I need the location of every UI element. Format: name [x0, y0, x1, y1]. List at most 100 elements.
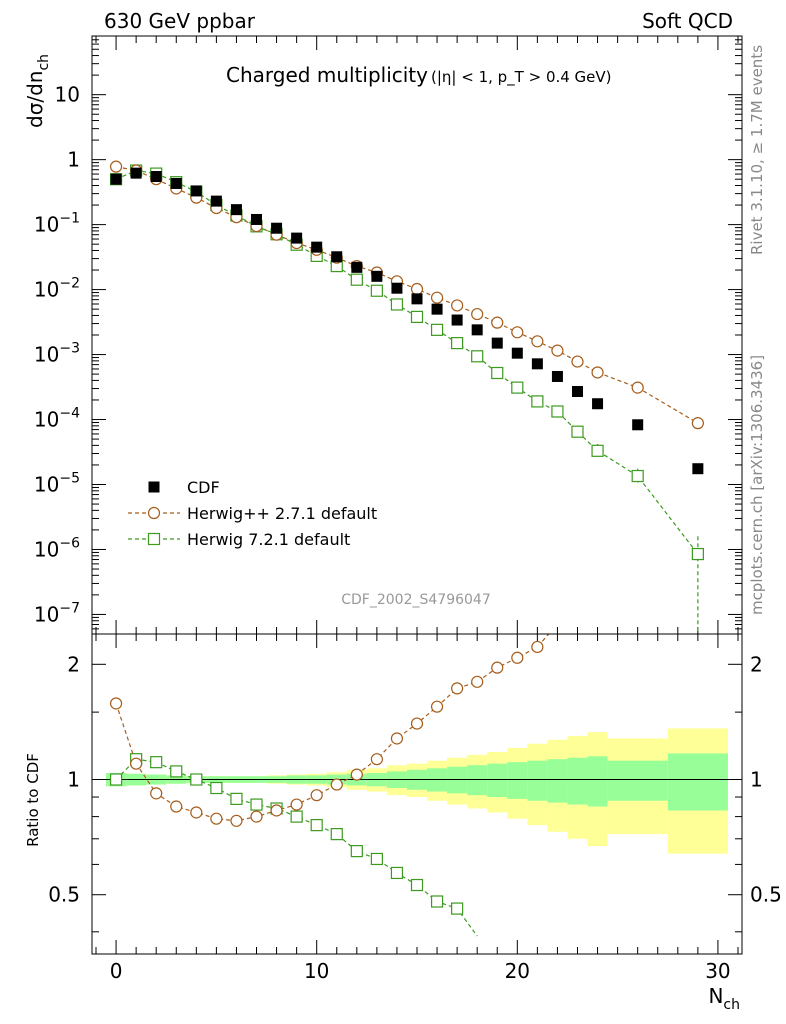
- header-left: 630 GeV ppbar: [104, 9, 256, 33]
- ratio-herwigpp-point: [290, 798, 303, 811]
- ratio-herwig7-point: [390, 866, 404, 880]
- main-ytick-label: 10−1: [34, 211, 80, 237]
- analysis-watermark: CDF_2002_S4796047: [341, 592, 490, 608]
- ratio-herwig7-point: [310, 819, 323, 832]
- ratio-ylabel: Ratio to CDF: [24, 753, 42, 847]
- uncertainty-band: [92, 728, 742, 854]
- herwig7-point: [551, 405, 564, 418]
- ratio-herwigpp-point: [491, 661, 504, 674]
- ratio-herwigpp-point: [390, 732, 404, 745]
- cdf-point: [592, 398, 604, 410]
- legend-label: CDF: [187, 478, 220, 497]
- cdf-point: [251, 213, 263, 225]
- herwigpp-point: [531, 335, 544, 348]
- ratio-herwigpp-point: [210, 812, 223, 825]
- ratio-herwig7-point: [109, 773, 123, 786]
- band-inner-bin: [567, 757, 588, 805]
- ratio-herwig7-point: [190, 773, 203, 786]
- herwig7-point: [390, 298, 404, 311]
- mcplots-label: mcplots.cern.ch [arXiv:1306.3436]: [748, 355, 766, 615]
- axes-ticks: 10−7 10−6 10−5 10−4 10−3 10−2 10−1 1 10 0 10 20 30 0.…: [34, 35, 782, 983]
- herwig7-point: [631, 469, 644, 483]
- ratio-herwigpp-point: [511, 651, 524, 664]
- cdf-point: [531, 358, 543, 370]
- ratio-xtick-label: 30: [705, 959, 730, 983]
- ratio-ytick-label-right: 1: [750, 768, 763, 792]
- ratio-herwig7-point: [430, 895, 444, 908]
- ratio-herwigpp-point: [370, 753, 383, 766]
- ratio-herwig7-point: [250, 798, 263, 811]
- ratio-xtick-label: 0: [110, 959, 123, 983]
- herwig7-point: [471, 350, 484, 363]
- herwig7-point: [410, 310, 424, 323]
- band-inner-bin: [527, 760, 548, 801]
- cdf-point: [571, 386, 583, 398]
- svg-text:dσ/dnch: dσ/dnch: [23, 54, 52, 128]
- ratio-ytick-label-right: 0.5: [750, 883, 782, 907]
- ratio-ytick-label: 0.5: [48, 883, 80, 907]
- cdf-point: [471, 324, 483, 336]
- ratio-herwig7-point: [170, 765, 183, 778]
- cdf-point: [150, 171, 162, 183]
- header-right: Soft QCD: [642, 9, 733, 33]
- ratio-herwigpp-point: [109, 697, 123, 710]
- main-ytick-label: 10−7: [34, 600, 80, 626]
- ratio-xtick-label: 20: [505, 959, 530, 983]
- cdf-point: [130, 167, 142, 179]
- main-ytick-label: 10−2: [34, 276, 80, 302]
- cdf-point: [210, 195, 222, 207]
- cdf-point: [632, 419, 644, 431]
- herwig7-point: [691, 547, 704, 561]
- herwig7-point: [451, 337, 464, 350]
- ratio-herwigpp-point: [170, 800, 183, 813]
- ratio-herwigpp-point: [250, 810, 263, 823]
- ratio-herwig7-point: [350, 845, 363, 858]
- ratio-ytick-label-right: 2: [750, 652, 763, 676]
- herwig7-point: [511, 381, 524, 394]
- cdf-point: [331, 251, 343, 263]
- ratio-herwigpp-point: [310, 789, 323, 802]
- band-inner-bin: [507, 762, 528, 799]
- ratio-xlabel: Nch: [708, 984, 740, 1013]
- main-ylabel: dσ/dnch: [23, 54, 52, 128]
- legend-herwig7-marker: [147, 532, 161, 546]
- ratio-xtick-label: 10: [304, 959, 329, 983]
- ratio-herwigpp-line: [115, 634, 550, 822]
- ratio-herwig7-point: [370, 852, 383, 866]
- cdf-point: [351, 261, 363, 273]
- legend-label: Herwig 7.2.1 default: [187, 530, 350, 549]
- cdf-point: [431, 303, 443, 315]
- main-title: Charged multiplicity (|η| < 1, p_T > 0.4…: [226, 63, 612, 87]
- herwig7-point: [571, 425, 584, 438]
- cdf-point: [491, 337, 503, 349]
- ratio-herwig7-point: [451, 902, 464, 915]
- ratio-herwigpp-point: [330, 778, 343, 791]
- ratio-herwigpp-point: [130, 757, 143, 770]
- ratio-series-layer: [109, 634, 550, 937]
- cdf-point: [451, 314, 463, 326]
- cdf-point: [170, 177, 182, 189]
- ratio-herwigpp-point: [150, 787, 163, 800]
- cdf-point: [391, 282, 403, 294]
- ratio-herwigpp-point: [471, 675, 484, 688]
- ratio-herwig7-point: [230, 792, 243, 805]
- band-inner-bin: [607, 760, 668, 801]
- legend-cdf-marker: [148, 481, 160, 493]
- ratio-herwigpp-point: [230, 814, 243, 827]
- ratio-herwigpp-point: [410, 717, 424, 730]
- ratio-herwigpp-point: [190, 806, 203, 819]
- herwigpp-point: [571, 355, 584, 368]
- cdf-point: [692, 463, 704, 475]
- herwigpp-line: [115, 166, 699, 424]
- ratio-herwigpp-point: [350, 768, 363, 781]
- main-ytick-label: 10−6: [34, 535, 80, 561]
- ratio-herwigpp-point: [451, 682, 464, 695]
- herwig7-point: [370, 284, 383, 297]
- cdf-point: [511, 347, 523, 359]
- herwigpp-point: [691, 417, 704, 430]
- herwigpp-point: [591, 366, 604, 379]
- band-inner-bin: [587, 756, 608, 807]
- herwig7-point: [430, 323, 444, 336]
- cdf-point: [190, 185, 202, 197]
